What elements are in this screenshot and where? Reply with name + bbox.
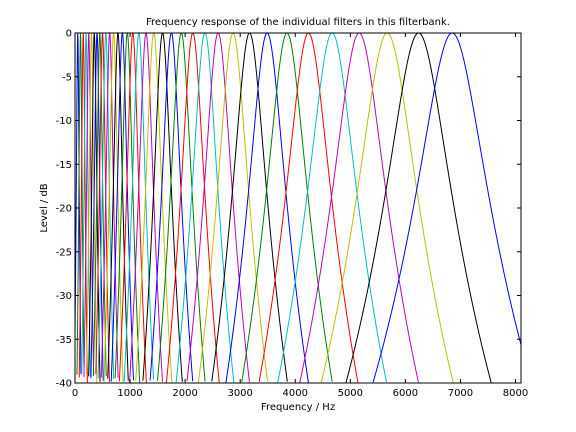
y-tick-label: -40 [56, 379, 72, 390]
x-tick-label: 5000 [338, 388, 363, 399]
x-tick-label: 1000 [117, 388, 142, 399]
plot-area: 0 1000 2000 3000 4000 5000 6000 7000 8000 0 -5 -10… [56, 29, 529, 400]
x-tick-label: 3000 [227, 388, 252, 399]
y-tick-label: -20 [56, 204, 72, 215]
y-tick-label: -10 [56, 116, 72, 127]
x-tick-label: 6000 [393, 388, 418, 399]
y-tick-label: -15 [56, 160, 72, 171]
y-tick-label: -30 [56, 291, 72, 302]
y-tick-label: -5 [62, 72, 72, 83]
x-tick-label: 8000 [503, 388, 528, 399]
y-tick-label: -35 [56, 335, 72, 346]
y-axis-label: Level / dB [39, 183, 50, 232]
x-tick-label: 0 [72, 388, 78, 399]
x-tick-label: 4000 [283, 388, 308, 399]
filter-curve [74, 33, 82, 374]
filter-curve [81, 31, 91, 377]
x-axis-label: Frequency / Hz [261, 402, 335, 413]
chart-title: Frequency response of the individual fil… [146, 17, 450, 28]
y-tick-label: -25 [56, 247, 72, 258]
x-tick-label: 7000 [448, 388, 473, 399]
y-axis-ticks: 0 -5 -10 -15 -20 -25 -30 -35 -40 [56, 29, 521, 390]
y-tick-label: 0 [66, 29, 72, 40]
x-tick-label: 2000 [172, 388, 197, 399]
filter-curve [372, 32, 522, 383]
filter-curve [78, 33, 88, 384]
x-axis-ticks: 0 1000 2000 3000 4000 5000 6000 7000 8000 [72, 33, 528, 399]
filter-curve [83, 32, 95, 377]
